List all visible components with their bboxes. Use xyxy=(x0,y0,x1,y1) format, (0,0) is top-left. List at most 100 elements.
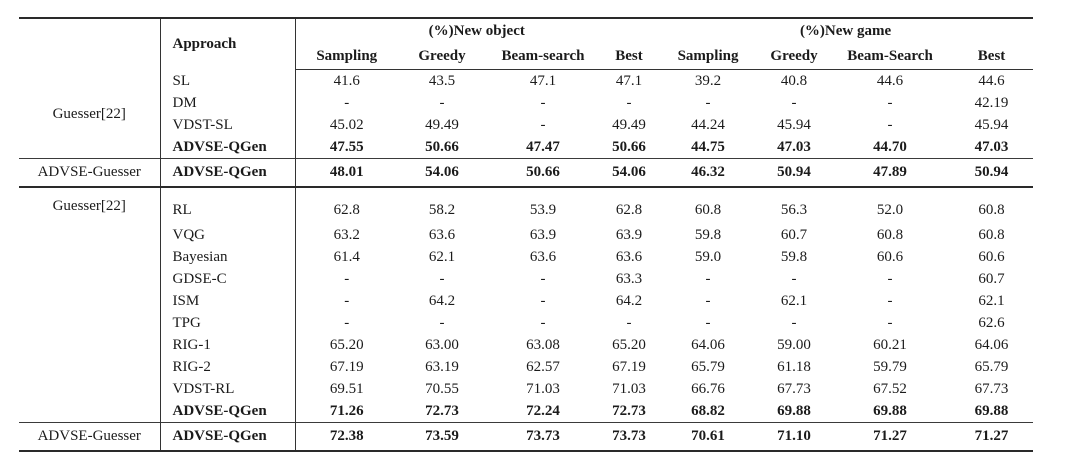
table-row: DM - - - - - - - 42.19 xyxy=(19,92,1033,114)
value-cell: 72.73 xyxy=(612,403,646,419)
col-header-object-greedy: Greedy xyxy=(398,44,486,70)
value-cell: - xyxy=(439,95,445,111)
row-group-label: ADVSE-Guesser xyxy=(19,422,161,451)
value-cell: 50.94 xyxy=(950,158,1034,188)
col-header-game-best: Best xyxy=(950,44,1034,70)
value-cell: 69.88 xyxy=(777,403,811,419)
header-group-row: Approach (%)New object (%)New game xyxy=(19,18,1033,70)
approach-cell: ADVSE-QGen xyxy=(160,422,296,451)
value-cell: 49.49 xyxy=(425,117,459,133)
value-cell: 53.9 xyxy=(529,201,557,218)
value-cell: 60.6 xyxy=(978,249,1005,265)
row-group-label: Guesser[22] xyxy=(19,187,161,423)
value-cell: 73.73 xyxy=(600,422,659,451)
value-cell: 65.20 xyxy=(612,337,646,353)
value-cell: 65.79 xyxy=(691,359,725,375)
value-cell: 63.19 xyxy=(425,359,459,375)
value-cell: 67.19 xyxy=(612,359,646,375)
approach-cell: SL xyxy=(160,69,296,92)
value-cell: 70.61 xyxy=(658,422,759,451)
value-cell: 67.52 xyxy=(873,381,907,397)
value-cell: 60.6 xyxy=(876,249,904,265)
col-header-object-beam-search: Beam-search xyxy=(486,44,600,70)
value-cell: 47.1 xyxy=(529,73,557,89)
approach-cell: VDST-SL xyxy=(160,114,296,136)
value-cell: 72.73 xyxy=(425,403,459,419)
value-cell: - xyxy=(540,95,546,111)
value-cell: 64.06 xyxy=(974,337,1009,353)
table-section: Guesser[22] SL 41.6 43.5 47.1 47.1 39.2 40.8 44.… xyxy=(19,69,1033,159)
table-row: GDSE-C - - - 63.3 - - - 60.7 xyxy=(19,268,1033,290)
value-cell: - xyxy=(887,271,893,287)
value-cell: 71.27 xyxy=(830,422,951,451)
approach-cell: VQG xyxy=(160,224,296,246)
table-section: Guesser[22] RL 62.8 58.2 53.9 62.8 60.8 56.3 52.… xyxy=(19,187,1033,423)
value-cell: 45.02 xyxy=(329,117,364,133)
approach-cell: GDSE-C xyxy=(160,268,296,290)
value-cell: - xyxy=(540,117,546,133)
value-cell: - xyxy=(887,315,893,331)
value-cell: 60.7 xyxy=(978,271,1005,287)
results-table: Approach (%)New object (%)New game Sampl… xyxy=(19,17,1034,452)
col-header-game-greedy: Greedy xyxy=(758,44,831,70)
value-cell: - xyxy=(344,271,350,287)
value-cell: 39.2 xyxy=(694,73,722,89)
approach-cell: ADVSE-QGen xyxy=(160,158,296,188)
value-cell: 69.51 xyxy=(329,381,364,397)
value-cell: 45.94 xyxy=(777,117,811,133)
value-cell: 63.6 xyxy=(529,249,557,265)
value-cell: - xyxy=(626,95,632,111)
col-header-game-beam-search: Beam-Search xyxy=(830,44,951,70)
value-cell: 62.1 xyxy=(780,293,808,309)
value-cell: 63.9 xyxy=(529,227,557,243)
approach-cell: DM xyxy=(160,92,296,114)
table-row: VDST-RL 69.51 70.55 71.03 71.03 66.76 67.73 67.… xyxy=(19,378,1033,400)
value-cell: 69.88 xyxy=(974,403,1009,419)
value-cell: 42.19 xyxy=(974,95,1009,111)
value-cell: 54.06 xyxy=(398,158,486,188)
value-cell: 70.55 xyxy=(425,381,459,397)
table-row: VQG 63.2 63.6 63.9 63.9 59.8 60.7 60.8 60.8 xyxy=(19,224,1033,246)
value-cell: - xyxy=(791,315,797,331)
value-cell: 62.8 xyxy=(333,201,360,218)
row-group-label: ADVSE-Guesser xyxy=(19,158,161,188)
value-cell: 59.0 xyxy=(694,249,722,265)
value-cell: 65.79 xyxy=(974,359,1009,375)
value-cell: 60.8 xyxy=(694,201,722,218)
value-cell: 71.10 xyxy=(758,422,831,451)
table-row: VDST-SL 45.02 49.49 - 49.49 44.24 45.94 - 45.94 xyxy=(19,114,1033,136)
approach-cell: RL xyxy=(160,187,296,224)
col-header-game-sampling: Sampling xyxy=(658,44,759,70)
value-cell: 44.6 xyxy=(876,73,904,89)
table-row: Guesser[22] RL 62.8 58.2 53.9 62.8 60.8 56.3 52.… xyxy=(19,187,1033,423)
value-cell: 63.08 xyxy=(526,337,560,353)
value-cell: - xyxy=(540,315,546,331)
value-cell: - xyxy=(439,271,445,287)
value-cell: 50.66 xyxy=(612,139,646,155)
value-cell: 60.21 xyxy=(873,337,907,353)
value-cell: 63.9 xyxy=(615,227,643,243)
value-cell: 64.06 xyxy=(691,337,725,353)
approach-cell: ADVSE-QGen xyxy=(160,400,296,423)
col-header-object-best: Best xyxy=(600,44,659,70)
value-cell: 72.24 xyxy=(526,403,560,419)
value-cell: 66.76 xyxy=(691,381,725,397)
value-cell: - xyxy=(626,315,632,331)
group-header-new-game: (%)New game xyxy=(799,23,892,39)
value-cell: 58.2 xyxy=(428,201,456,218)
value-cell: 63.6 xyxy=(428,227,456,243)
value-cell: 67.73 xyxy=(777,381,811,397)
value-cell: 47.1 xyxy=(615,73,643,89)
value-cell: 44.24 xyxy=(691,117,725,133)
value-cell: 73.59 xyxy=(398,422,486,451)
value-cell: 50.94 xyxy=(758,158,831,188)
value-cell: 44.75 xyxy=(691,139,725,155)
approach-cell: ADVSE-QGen xyxy=(160,136,296,159)
approach-cell: RIG-1 xyxy=(160,334,296,356)
table-header: Approach (%)New object (%)New game Sampl… xyxy=(19,18,1034,70)
value-cell: 67.73 xyxy=(974,381,1009,397)
value-cell: - xyxy=(540,271,546,287)
value-cell: 62.1 xyxy=(978,293,1005,309)
value-cell: - xyxy=(705,293,711,309)
value-cell: 65.20 xyxy=(329,337,364,353)
